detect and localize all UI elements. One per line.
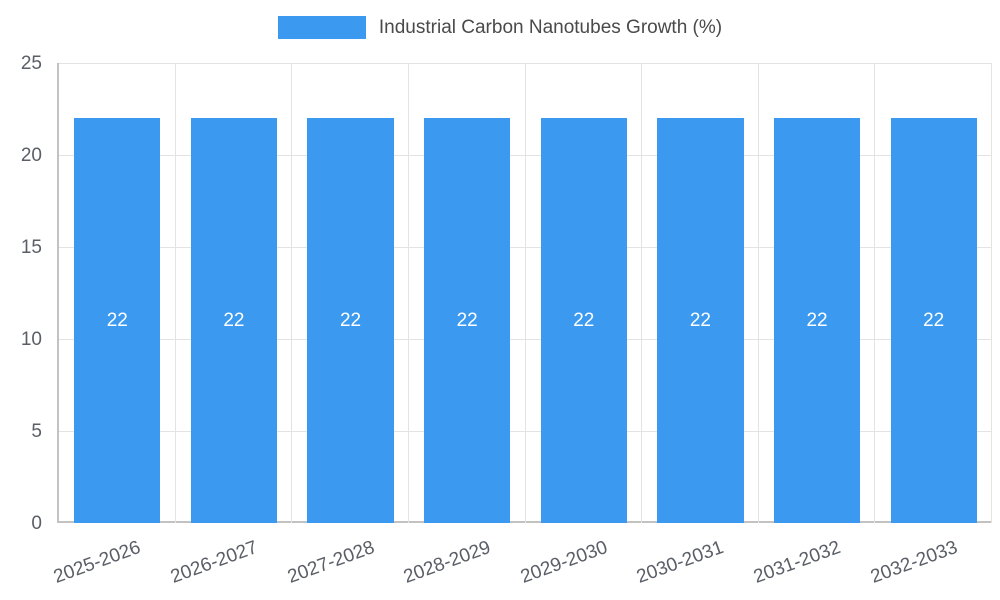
gridline-vertical — [874, 63, 875, 523]
bar-value-label: 22 — [339, 309, 362, 331]
gridline-vertical — [175, 63, 176, 523]
x-tick-label: 2027-2028 — [284, 537, 378, 588]
x-tick-label: 2026-2027 — [167, 537, 261, 588]
bar-value-label: 22 — [689, 309, 711, 331]
x-axis: 2025-2026 2026-2027 2027-2028 2028-2029 2029… — [51, 527, 990, 597]
bar-2029-2030[interactable]: 22 — [540, 118, 627, 523]
gridline-vertical — [991, 63, 992, 523]
gridline-vertical — [291, 63, 292, 523]
gridline-vertical — [758, 63, 759, 523]
y-tick-label: 20 — [20, 145, 42, 166]
x-tick-label: 2032-2033 — [867, 537, 961, 588]
bar-2026-2027[interactable]: 22 — [190, 118, 278, 523]
legend-swatch — [277, 16, 366, 39]
y-tick-label: 0 — [31, 513, 42, 534]
gridline-vertical — [408, 63, 409, 523]
bar-value-label: 22 — [573, 309, 595, 331]
bar-value-label: 22 — [456, 309, 478, 331]
bar-2031-2032[interactable]: 22 — [773, 118, 861, 523]
bar-value-label: 22 — [223, 309, 245, 331]
x-tick-label: 2028-2029 — [401, 537, 494, 588]
chart-title: Industrial Carbon Nanotubes Growth (%) — [378, 16, 723, 38]
y-tick-label: 10 — [20, 329, 42, 350]
y-axis: 0 5 10 15 20 25 — [0, 54, 48, 533]
bar-value-label: 22 — [923, 309, 945, 331]
y-tick-label: 5 — [31, 421, 42, 442]
bar-2025-2026[interactable]: 22 — [74, 118, 161, 523]
gridline-vertical — [641, 63, 642, 523]
bar-2028-2029[interactable]: 22 — [424, 118, 511, 523]
bar-2030-2031[interactable]: 22 — [657, 118, 744, 523]
x-tick-label: 2029-2030 — [517, 537, 611, 588]
y-tick-label: 15 — [20, 237, 42, 258]
bar-2027-2028[interactable]: 22 — [307, 118, 394, 523]
y-tick-label: 25 — [20, 53, 42, 74]
x-tick-label: 2030-2031 — [634, 537, 727, 588]
chart-legend[interactable]: Industrial Carbon Nanotubes Growth (%) — [0, 16, 1000, 39]
bar-value-label: 22 — [806, 309, 828, 331]
bar-2032-2033[interactable]: 22 — [890, 118, 977, 523]
plot-area: 22 22 22 22 22 22 22 22 — [57, 63, 992, 523]
x-tick-label: 2025-2026 — [51, 537, 144, 588]
gridline-vertical — [525, 63, 526, 523]
bar-value-label: 22 — [106, 309, 128, 331]
x-tick-label: 2031-2032 — [750, 537, 844, 588]
